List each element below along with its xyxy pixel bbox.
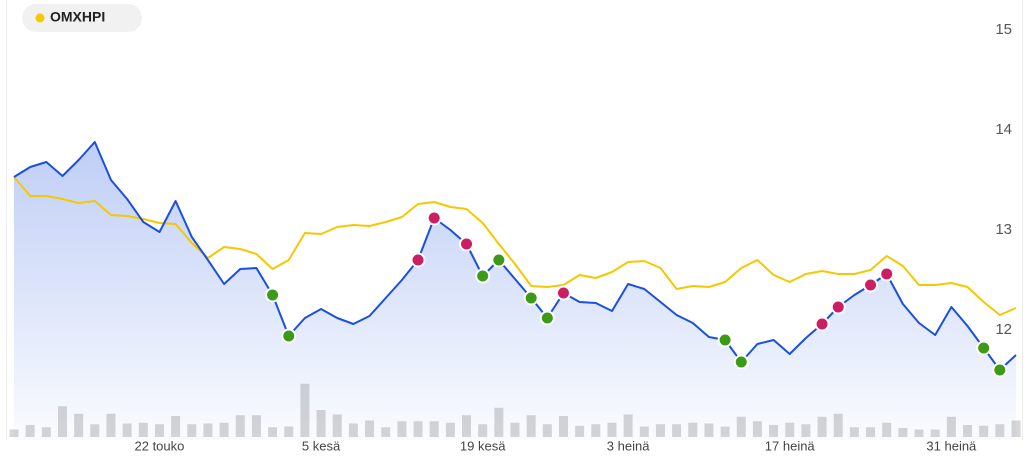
signal-dot — [879, 266, 895, 282]
y-tick-label: 15 — [995, 21, 1012, 38]
line — [13, 176, 1017, 316]
y-tick-label: 12 — [995, 321, 1012, 338]
signal-dot — [281, 328, 297, 344]
x-tick-label: 17 heinä — [765, 438, 816, 453]
x-tick-label: 3 heinä — [607, 438, 650, 453]
signal-dot — [992, 362, 1008, 378]
signal-dot — [265, 287, 281, 303]
signal-dot — [733, 354, 749, 370]
plot: 12 13 14 15 22 touko 5 kesä 19 kesä 3 heinä 17 h… — [9, 21, 1021, 453]
signal-dot — [491, 252, 507, 268]
signal-dot — [976, 340, 992, 356]
legend-label: OMXHPI — [50, 9, 105, 25]
signal-dot — [523, 290, 539, 306]
signal-dot — [814, 316, 830, 332]
signal-dot — [555, 285, 571, 301]
legend-swatch — [35, 13, 45, 23]
y-tick-label: 14 — [995, 121, 1012, 138]
signal-dot — [830, 299, 846, 315]
x-tick-label: 31 heinä — [926, 438, 977, 453]
signal-dot — [426, 210, 442, 226]
y-tick-label: 13 — [995, 221, 1012, 238]
signal-dot — [475, 268, 491, 284]
line — [13, 141, 1017, 371]
x-tick-label: 5 kesä — [302, 438, 341, 453]
signal-dot — [539, 310, 555, 326]
signal-dot — [410, 252, 426, 268]
signal-dot — [863, 277, 879, 293]
x-tick-label: 22 touko — [135, 438, 185, 453]
signal-dot — [717, 332, 733, 348]
legend-pill — [22, 4, 142, 32]
x-tick-label: 19 kesä — [460, 438, 506, 453]
signal-dot — [459, 236, 475, 252]
area — [14, 142, 1016, 440]
